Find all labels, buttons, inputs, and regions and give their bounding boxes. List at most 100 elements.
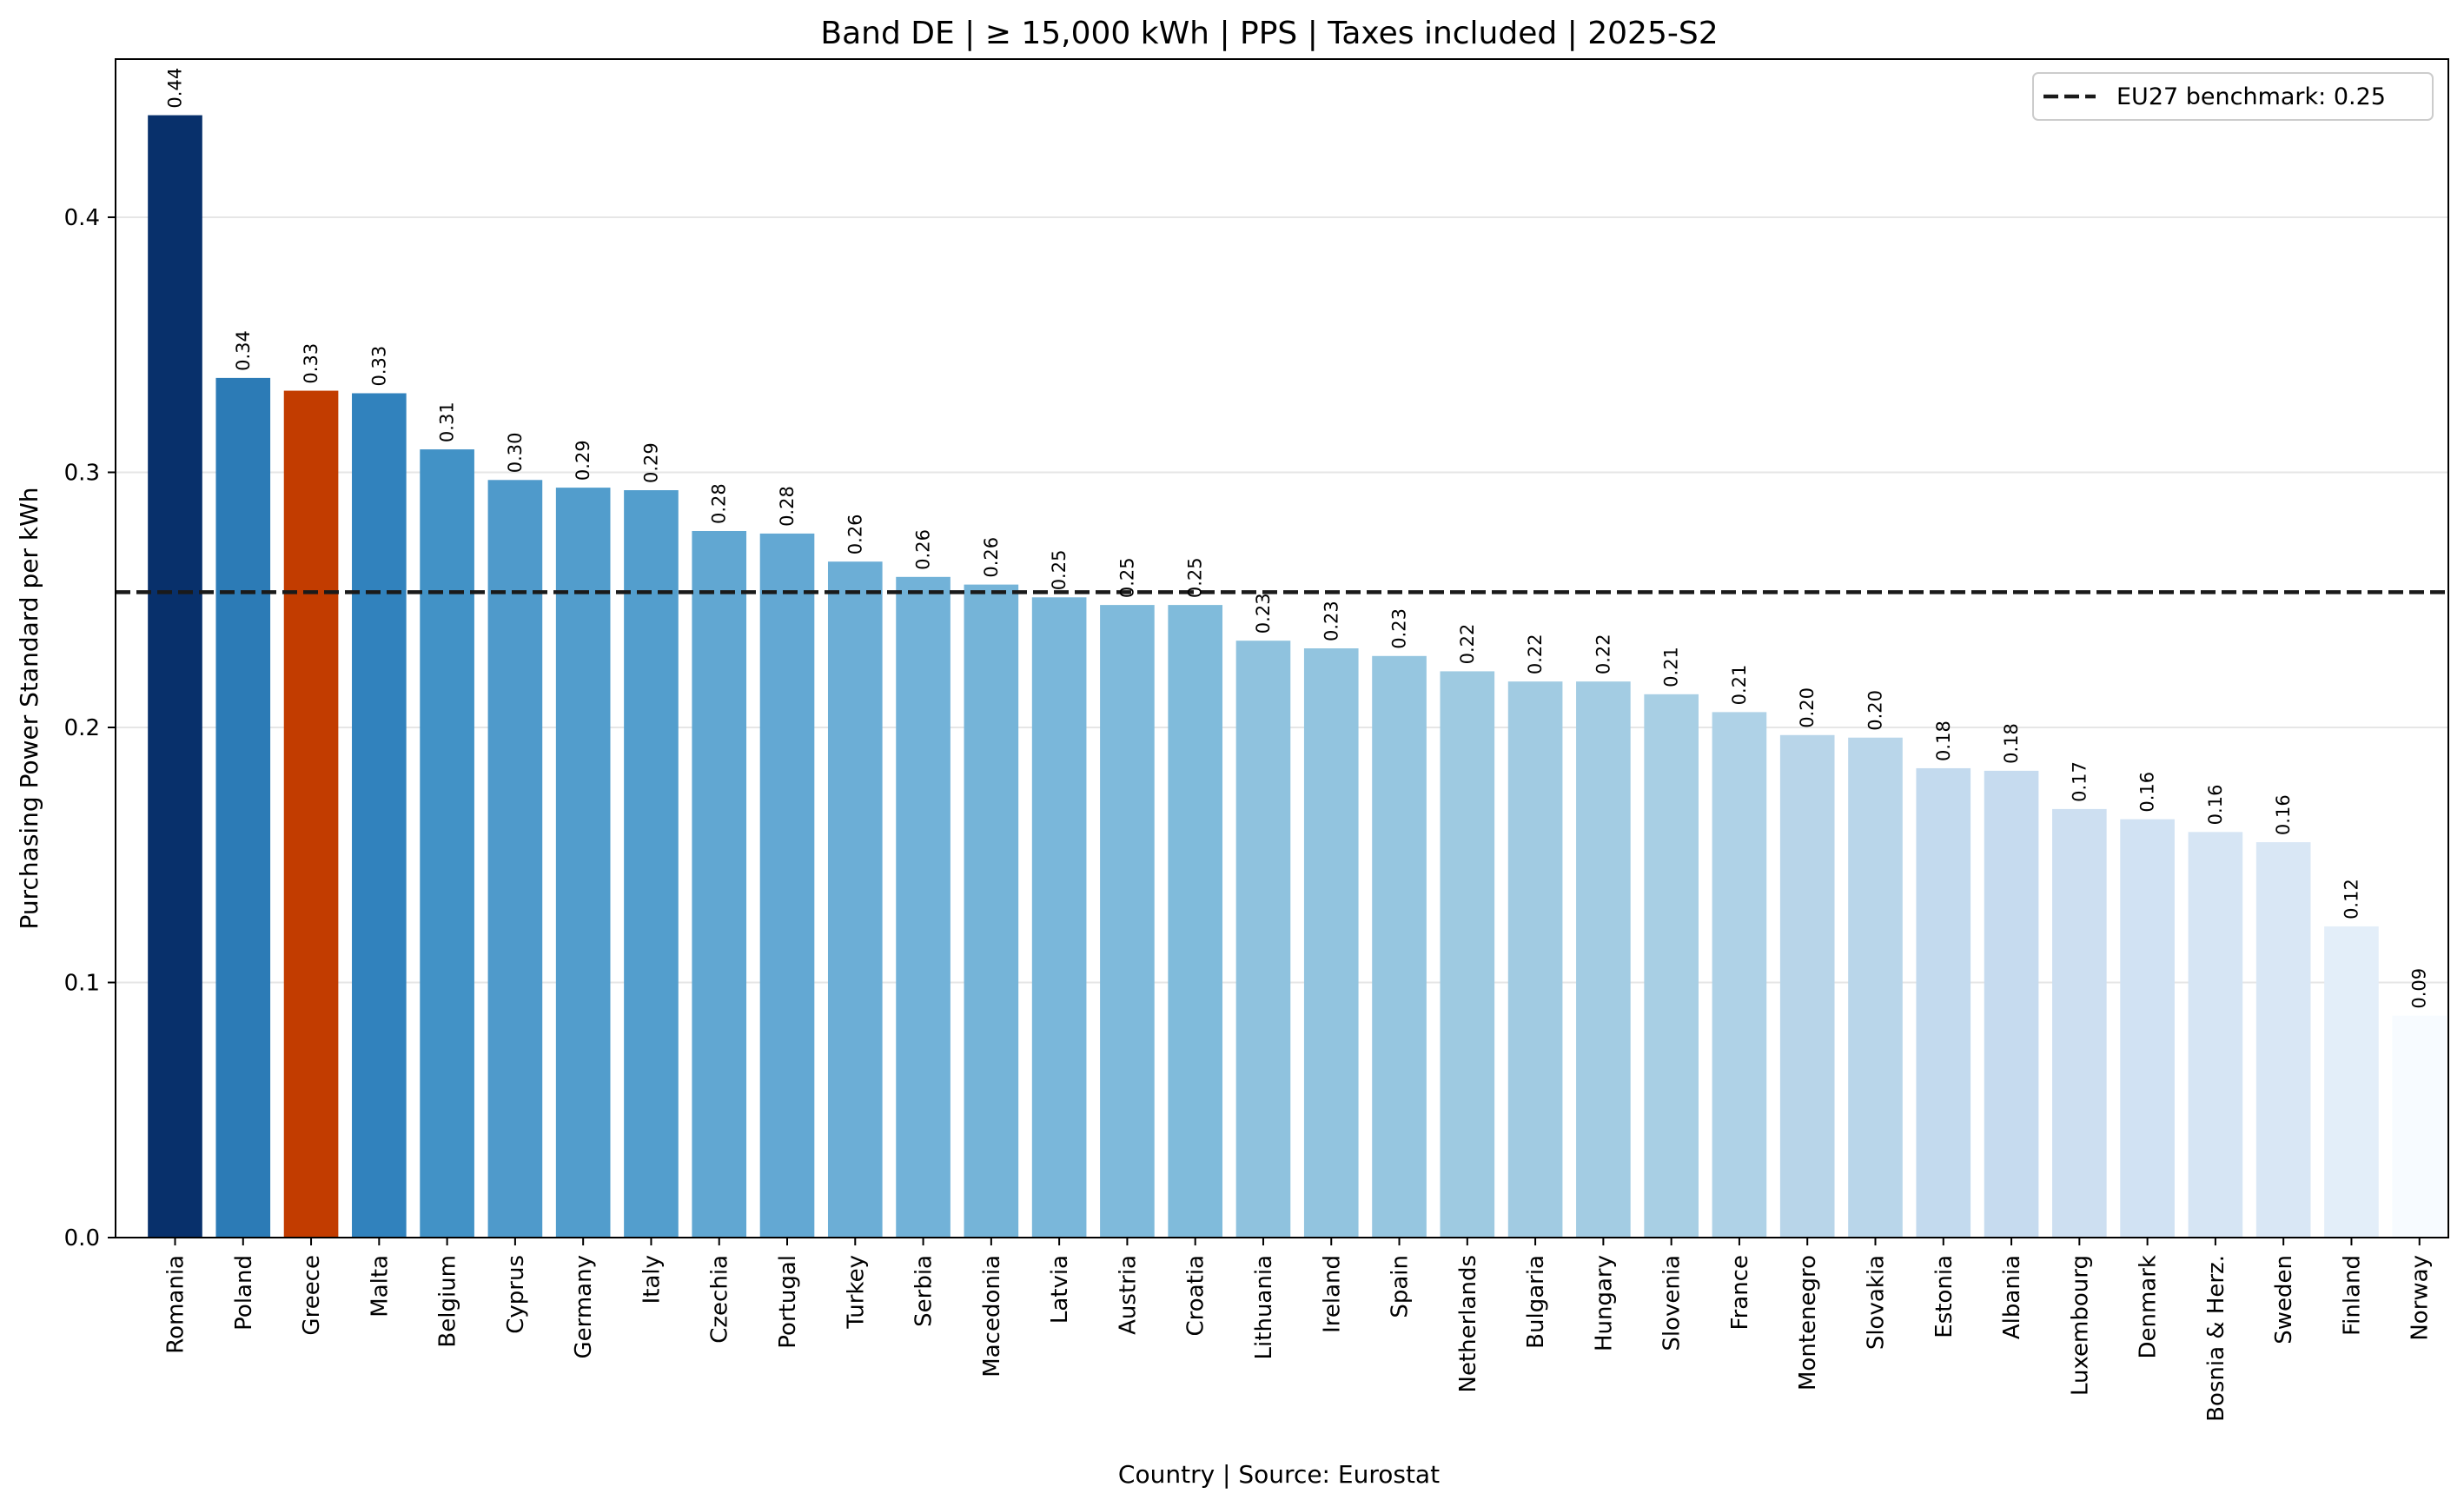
x-tick-label: Macedonia bbox=[979, 1255, 1005, 1378]
x-tick-label: Finland bbox=[2339, 1255, 2365, 1336]
bar bbox=[964, 584, 1019, 1238]
chart-title: Band DE | ≥ 15,000 kWh | PPS | Taxes inc… bbox=[820, 16, 1718, 51]
bar bbox=[352, 393, 407, 1238]
bar bbox=[215, 377, 271, 1238]
bar bbox=[1100, 605, 1155, 1238]
x-axis-title: Country | Source: Eurostat bbox=[1118, 1460, 1440, 1489]
bar bbox=[2052, 808, 2107, 1238]
x-tick-label: Slovakia bbox=[1863, 1255, 1889, 1350]
bar bbox=[1576, 681, 1631, 1238]
bar bbox=[420, 449, 474, 1238]
bars bbox=[148, 115, 2447, 1238]
x-tick-label: Spain bbox=[1388, 1255, 1414, 1318]
x-tick-label: Bosnia & Herz. bbox=[2203, 1255, 2229, 1422]
y-axis-title: Purchasing Power Standard per kWh bbox=[15, 487, 43, 929]
bar-value-label: 0.33 bbox=[368, 346, 389, 387]
bar bbox=[2255, 842, 2311, 1238]
x-tick-label: Ireland bbox=[1319, 1255, 1345, 1333]
y-tick-label: 0.2 bbox=[64, 715, 100, 741]
x-tick-label: Netherlands bbox=[1455, 1255, 1481, 1393]
bar bbox=[759, 533, 815, 1238]
x-tick-label: Belgium bbox=[435, 1255, 461, 1348]
bar-value-label: 0.18 bbox=[2001, 723, 2022, 764]
x-tick-label: Malta bbox=[367, 1255, 393, 1318]
bar-value-label: 0.23 bbox=[1389, 608, 1410, 649]
x-tick-label: Poland bbox=[231, 1255, 257, 1331]
x-tick-label: Sweden bbox=[2271, 1255, 2297, 1344]
y-tick-label: 0.4 bbox=[64, 205, 100, 231]
y-tick-label: 0.0 bbox=[64, 1225, 100, 1251]
x-tick-label: Hungary bbox=[1591, 1255, 1617, 1351]
bar-value-label: 0.16 bbox=[2273, 794, 2294, 835]
bar bbox=[896, 576, 950, 1238]
x-tick-label: Latvia bbox=[1047, 1255, 1073, 1324]
bar-value-label: 0.25 bbox=[1116, 557, 1137, 598]
bar-value-label: 0.26 bbox=[913, 529, 934, 570]
bar bbox=[1644, 694, 1699, 1238]
bar-value-label: 0.30 bbox=[505, 433, 526, 474]
x-tick-label: Bulgaria bbox=[1523, 1255, 1549, 1349]
x-tick-label: Albania bbox=[1999, 1255, 2025, 1339]
bar bbox=[1031, 597, 1087, 1238]
bar bbox=[1507, 681, 1563, 1238]
bar bbox=[555, 488, 611, 1238]
bar bbox=[827, 561, 883, 1238]
x-tick-label: Montenegro bbox=[1795, 1255, 1821, 1391]
bar bbox=[2188, 832, 2243, 1238]
x-tick-label: France bbox=[1727, 1255, 1753, 1330]
data-labels: 0.44 0.34 0.33 0.33 0.31 0.30 0.29 0.29 0.28 0.28… bbox=[164, 68, 2429, 1009]
bar bbox=[1712, 712, 1767, 1238]
bar bbox=[1848, 737, 1903, 1238]
legend: EU27 benchmark: 0.25 bbox=[2032, 72, 2434, 121]
x-tick-label: Germany bbox=[571, 1255, 597, 1359]
bar-value-label: 0.29 bbox=[640, 442, 661, 483]
bar-value-label: 0.28 bbox=[709, 483, 730, 524]
x-tick-label: Czechia bbox=[707, 1255, 733, 1344]
bar bbox=[624, 490, 679, 1238]
bar bbox=[1303, 648, 1359, 1238]
bar-value-label: 0.34 bbox=[233, 330, 254, 371]
bar-value-label: 0.12 bbox=[2341, 879, 2361, 919]
bar bbox=[692, 530, 747, 1238]
bar-value-label: 0.33 bbox=[301, 343, 321, 384]
bar-value-label: 0.21 bbox=[1729, 665, 1750, 706]
bar bbox=[1779, 734, 1835, 1238]
bar-value-label: 0.22 bbox=[1525, 634, 1546, 674]
bar bbox=[1916, 767, 1971, 1238]
y-tick-label: 0.3 bbox=[64, 460, 100, 486]
bar bbox=[1168, 605, 1223, 1238]
bar-value-label: 0.29 bbox=[573, 440, 593, 481]
y-axis: 0.0 0.1 0.2 0.3 0.4 bbox=[64, 205, 116, 1251]
bar bbox=[2324, 926, 2379, 1238]
x-tick-label: Luxembourg bbox=[2067, 1255, 2093, 1396]
bar-value-label: 0.26 bbox=[845, 514, 865, 554]
x-tick-label: Slovenia bbox=[1659, 1255, 1686, 1351]
y-tick-label: 0.1 bbox=[64, 970, 100, 996]
x-tick-label: Denmark bbox=[2136, 1255, 2162, 1359]
bar-value-label: 0.16 bbox=[2205, 785, 2226, 826]
bar-value-label: 0.25 bbox=[1049, 550, 1070, 591]
bar bbox=[283, 390, 339, 1238]
x-tick-label: Romania bbox=[162, 1255, 189, 1354]
x-tick-label: Cyprus bbox=[503, 1255, 529, 1334]
bar bbox=[2120, 819, 2175, 1238]
x-tick-label: Croatia bbox=[1183, 1255, 1209, 1336]
bar-value-label: 0.23 bbox=[1253, 593, 1274, 634]
bar-value-label: 0.09 bbox=[2409, 968, 2430, 1009]
bar bbox=[1984, 770, 2039, 1238]
x-tick-label: Italy bbox=[639, 1255, 665, 1304]
x-tick-label: Serbia bbox=[911, 1255, 937, 1327]
x-tick-label: Austria bbox=[1115, 1255, 1141, 1335]
bar-value-label: 0.22 bbox=[1457, 624, 1478, 665]
bar-value-label: 0.23 bbox=[1321, 601, 1341, 641]
x-tick-label: Norway bbox=[2408, 1255, 2434, 1341]
x-axis: Romania Poland Greece Malta Belgium Cyprus Ger… bbox=[162, 1238, 2434, 1422]
legend-label: EU27 benchmark: 0.25 bbox=[2116, 83, 2386, 110]
bar-value-label: 0.31 bbox=[437, 402, 458, 442]
bar-value-label: 0.18 bbox=[1933, 720, 1954, 761]
plot-frame bbox=[115, 58, 2449, 1238]
x-tick-label: Turkey bbox=[843, 1255, 869, 1330]
bar-value-label: 0.44 bbox=[164, 68, 185, 109]
